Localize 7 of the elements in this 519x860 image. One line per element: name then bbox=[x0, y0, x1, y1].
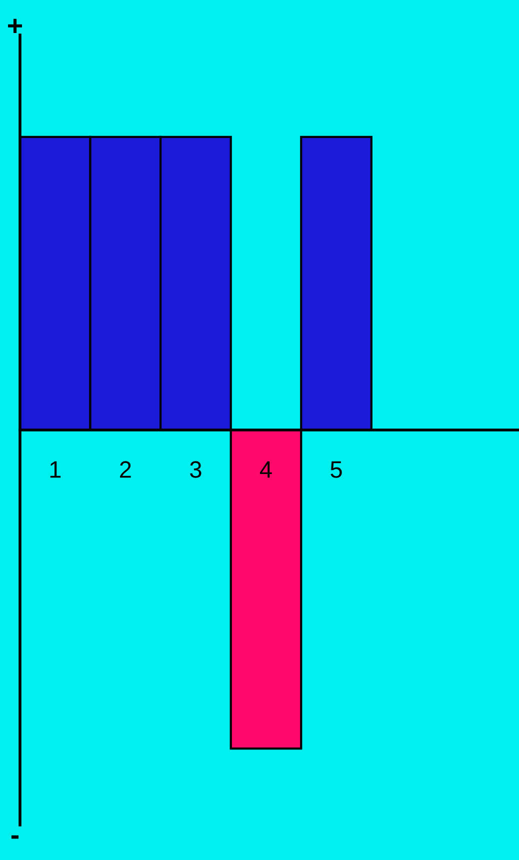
x-tick-label: 4 bbox=[260, 461, 272, 478]
x-tick-label: 1 bbox=[50, 461, 61, 478]
x-tick-label: 2 bbox=[120, 461, 131, 478]
x-tick-label: 3 bbox=[190, 461, 202, 478]
x-tick-label: 5 bbox=[330, 461, 342, 478]
text: - bbox=[11, 835, 19, 839]
text: + bbox=[8, 18, 22, 33]
